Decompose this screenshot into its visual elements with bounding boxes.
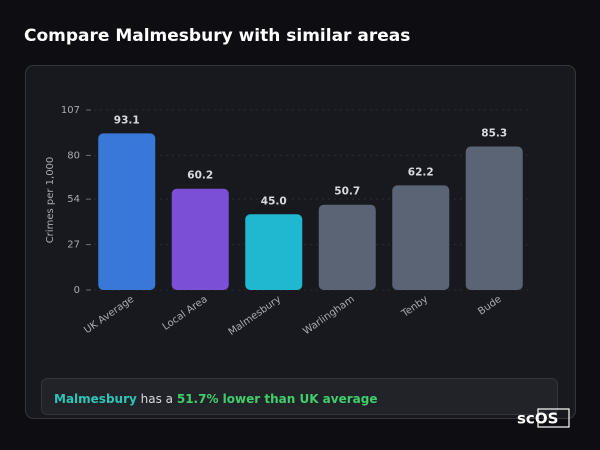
summary-highlight: 51.7% lower than UK average [177,392,378,406]
value-label: 60.2 [187,170,213,182]
chart-title: Compare Malmesbury with similar areas [24,26,410,46]
bar [245,214,303,290]
y-axis-title: Crimes per 1,000 [45,157,56,244]
bar [392,185,450,290]
value-label: 62.2 [408,166,434,178]
y-tick-label: 80 [67,150,80,161]
value-label: 85.3 [481,128,507,140]
bar [318,204,376,290]
summary-text: has a [141,392,173,406]
value-label: 45.0 [261,195,287,207]
logo-frame [537,408,570,428]
value-label: 50.7 [334,186,360,198]
y-tick-label: 54 [67,194,80,205]
summary-box [41,378,558,415]
bar [465,146,523,290]
y-tick-label: 107 [61,105,80,116]
value-label: 93.1 [114,114,140,126]
summary-area: Malmesbury [54,392,137,406]
summary: Malmesbury has a 51.7% lower than UK ave… [54,392,377,406]
logo: scOS [517,410,558,428]
y-tick-label: 27 [67,240,80,251]
y-tick-label: 0 [74,285,80,296]
bar [98,133,156,290]
bar [171,188,229,290]
